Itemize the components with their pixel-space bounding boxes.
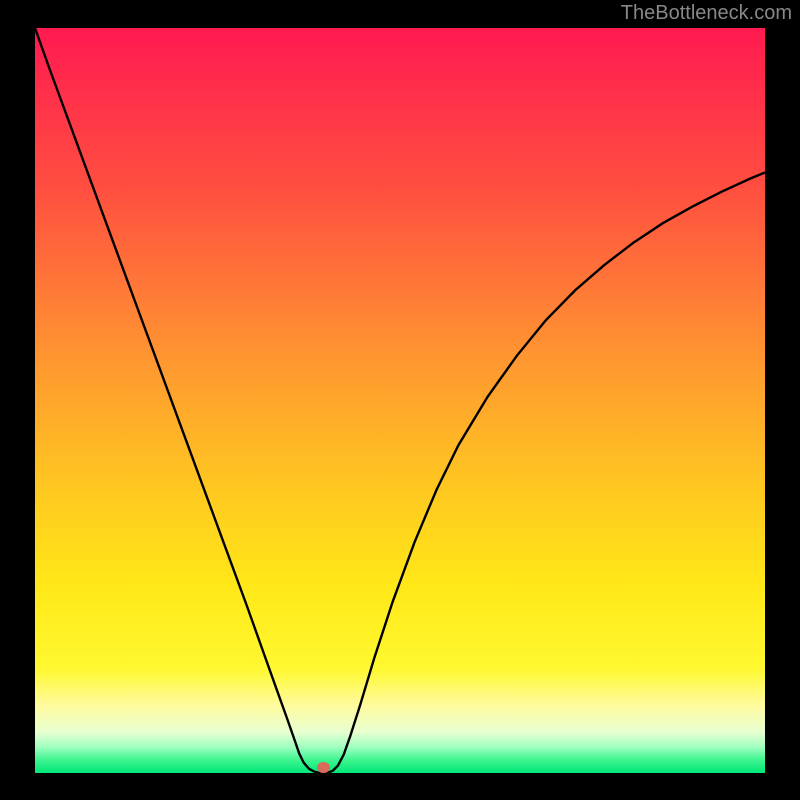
chart-container: TheBottleneck.com xyxy=(0,0,800,800)
minimum-marker xyxy=(317,762,330,773)
plot-area xyxy=(35,28,765,773)
curve-line xyxy=(35,28,765,773)
watermark-text: TheBottleneck.com xyxy=(621,2,792,25)
